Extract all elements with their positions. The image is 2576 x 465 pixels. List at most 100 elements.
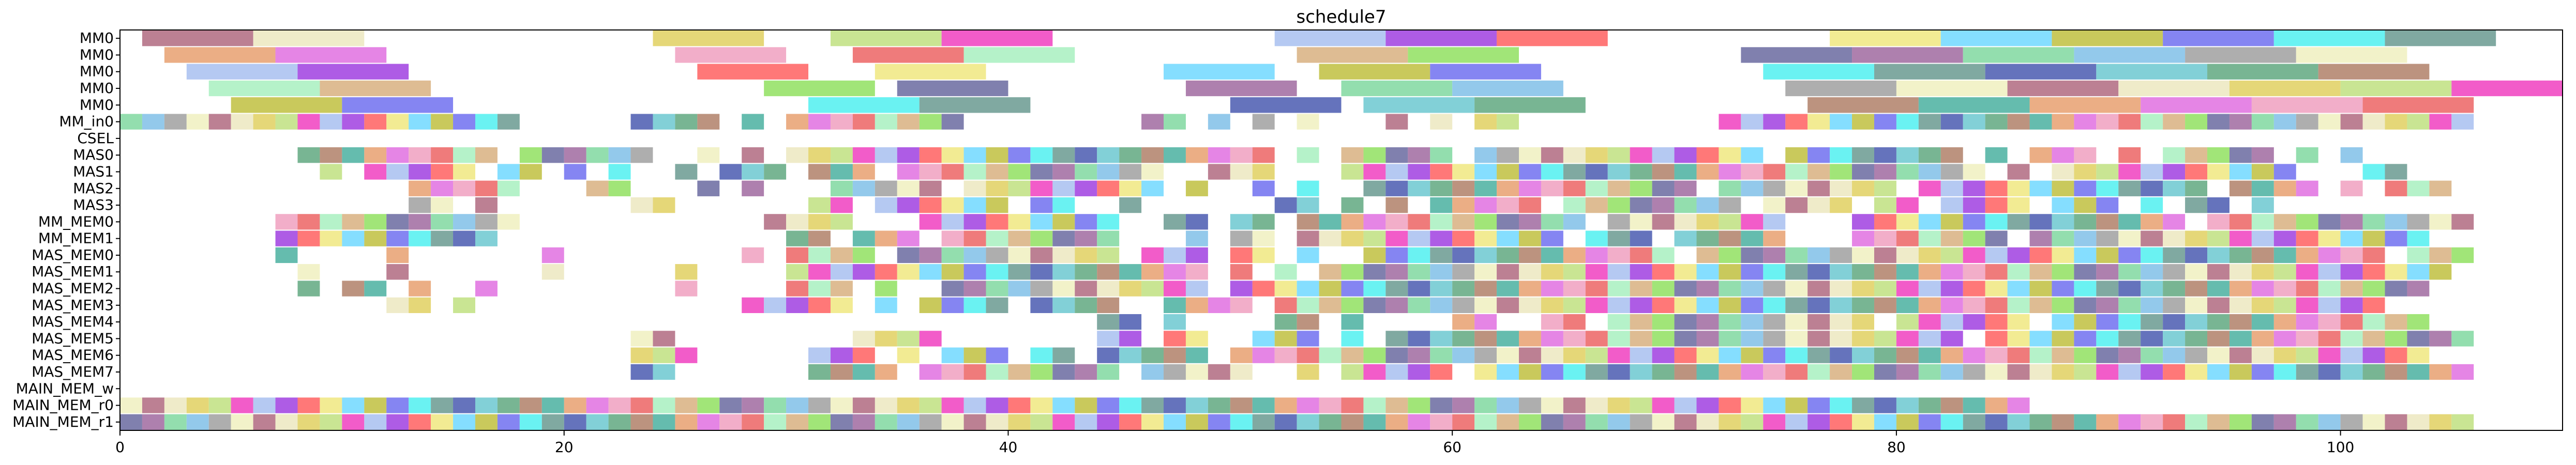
task-bar xyxy=(1474,314,1497,330)
task-bar xyxy=(764,397,787,413)
task-bar xyxy=(1385,30,1497,47)
task-bar xyxy=(1585,397,1608,413)
task-bar xyxy=(453,147,475,163)
task-bar xyxy=(719,414,742,430)
task-bar xyxy=(808,197,831,213)
task-bar xyxy=(2141,347,2163,363)
task-bar xyxy=(1719,414,1741,430)
task-bar xyxy=(742,164,764,180)
task-bar xyxy=(1874,114,1896,130)
task-bar xyxy=(1607,314,1630,330)
task-bar xyxy=(409,214,431,230)
task-bar xyxy=(1408,164,1430,180)
task-bar xyxy=(2074,314,2097,330)
row-label: MM_MEM1 xyxy=(38,230,114,247)
task-bar xyxy=(1452,331,1475,347)
task-bar xyxy=(2141,364,2163,380)
task-bar xyxy=(2251,297,2274,313)
task-bar xyxy=(1430,281,1453,297)
task-bar xyxy=(1474,180,1497,196)
task-bar xyxy=(320,114,342,130)
task-bar xyxy=(742,147,764,163)
task-bar xyxy=(1497,247,1519,264)
task-bar xyxy=(675,347,698,363)
task-bar xyxy=(2141,314,2163,330)
task-bar xyxy=(1563,214,1586,230)
task-bar xyxy=(2163,180,2186,196)
task-bar xyxy=(897,347,920,363)
task-bar xyxy=(1385,214,1408,230)
task-bar xyxy=(120,114,142,130)
task-bar xyxy=(1630,197,1652,213)
task-bar xyxy=(409,414,431,430)
task-bar xyxy=(1896,297,1919,313)
task-bar xyxy=(1541,264,1563,280)
task-bar xyxy=(1119,347,1142,363)
task-bar xyxy=(1385,264,1408,280)
task-bar xyxy=(586,147,609,163)
task-bar xyxy=(1297,114,1319,130)
task-bar xyxy=(2207,314,2229,330)
task-bar xyxy=(1030,347,1053,363)
task-bar xyxy=(586,397,609,413)
task-bar xyxy=(475,230,498,246)
task-bar xyxy=(1252,281,1275,297)
task-bar xyxy=(1119,180,1142,196)
task-bar xyxy=(2451,414,2474,430)
task-bar xyxy=(208,397,231,413)
task-bar xyxy=(1741,347,1764,363)
task-bar xyxy=(1185,364,1208,380)
task-bar xyxy=(1452,214,1475,230)
task-bar xyxy=(1807,281,1830,297)
task-bar xyxy=(1518,197,1541,213)
task-bar xyxy=(2273,264,2296,280)
task-bar xyxy=(2318,264,2341,280)
task-bar xyxy=(1075,164,1097,180)
task-bar xyxy=(1807,247,1830,264)
task-bar xyxy=(164,414,187,430)
task-bar xyxy=(875,397,897,413)
task-bar xyxy=(2074,164,2097,180)
task-bar xyxy=(1164,414,1186,430)
task-bar xyxy=(1474,197,1497,213)
task-bar xyxy=(1674,230,1697,246)
task-bar xyxy=(1830,197,1852,213)
task-bar xyxy=(2296,180,2318,196)
task-bar xyxy=(1785,281,1808,297)
task-bar xyxy=(1430,197,1453,213)
x-tick-label: 0 xyxy=(115,439,125,456)
task-bar xyxy=(1585,197,1608,213)
task-bar xyxy=(1474,164,1497,180)
task-bar xyxy=(1385,197,1408,213)
task-bar xyxy=(1719,164,1741,180)
task-bar xyxy=(1341,364,1364,380)
task-bar xyxy=(1052,197,1075,213)
task-bar xyxy=(1474,147,1497,163)
task-bar xyxy=(497,114,520,130)
task-bar xyxy=(1985,281,2008,297)
task-bar xyxy=(1030,297,1053,313)
task-bar xyxy=(1830,281,1852,297)
task-bar xyxy=(2385,30,2496,47)
row-label: MAS_MEM0 xyxy=(32,246,114,264)
task-bar xyxy=(2074,297,2097,313)
task-bar xyxy=(2029,364,2052,380)
task-bar xyxy=(1141,397,1164,413)
task-bar xyxy=(1497,364,1519,380)
task-bar xyxy=(1097,264,1120,280)
task-bar xyxy=(2273,114,2296,130)
task-bar xyxy=(2052,114,2074,130)
task-bar xyxy=(1940,414,1963,430)
task-bar xyxy=(1963,230,1985,246)
task-bar xyxy=(1985,230,2008,246)
task-bar xyxy=(675,281,698,297)
task-bar xyxy=(808,364,831,380)
task-bar xyxy=(297,397,320,413)
task-bar xyxy=(1297,197,1319,213)
row-label: MAIN_MEM_r0 xyxy=(12,397,114,414)
task-bar xyxy=(675,264,698,280)
task-bar xyxy=(2429,331,2452,347)
task-bar xyxy=(1030,147,1053,163)
task-bar xyxy=(1208,414,1230,430)
task-bar xyxy=(2407,180,2430,196)
